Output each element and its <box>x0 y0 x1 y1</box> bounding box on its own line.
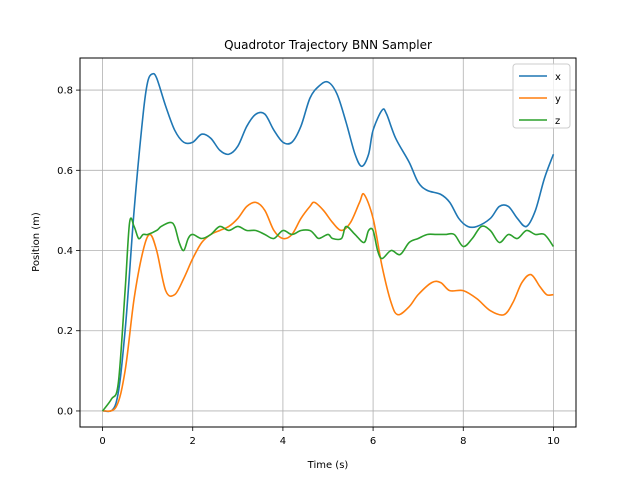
series-line-z <box>101 217 555 412</box>
chart-title: Quadrotor Trajectory BNN Sampler <box>224 38 432 52</box>
y-axis-label: Position (m) <box>31 212 42 272</box>
y-tick-label: 0.8 <box>57 86 73 97</box>
x-tick-label: 10 <box>547 436 560 447</box>
plot-frame <box>79 57 577 428</box>
legend-label-y: y <box>555 94 561 105</box>
series-line-x <box>102 72 555 413</box>
x-axis-ticks: 0 2 4 6 8 10 <box>99 427 560 447</box>
legend: xyz <box>512 63 571 129</box>
y-tick-label: 0.2 <box>57 326 73 337</box>
x-tick-label: 6 <box>370 436 376 447</box>
series-line-y <box>102 192 554 413</box>
y-axis-ticks: 0.0 0.2 0.4 0.6 0.8 <box>57 86 80 417</box>
y-tick-label: 0.6 <box>57 166 73 177</box>
x-tick-label: 0 <box>99 436 105 447</box>
x-tick-label: 8 <box>460 436 466 447</box>
x-tick-label: 4 <box>280 436 286 447</box>
y-tick-label: 0.0 <box>57 406 73 417</box>
y-tick-label: 0.4 <box>57 246 73 257</box>
x-tick-label: 2 <box>190 436 196 447</box>
x-axis-label: Time (s) <box>307 460 349 471</box>
series-lines <box>101 72 555 413</box>
legend-label-z: z <box>555 116 560 127</box>
legend-label-x: x <box>555 72 561 83</box>
grid <box>80 58 576 427</box>
legend-box <box>512 63 571 129</box>
